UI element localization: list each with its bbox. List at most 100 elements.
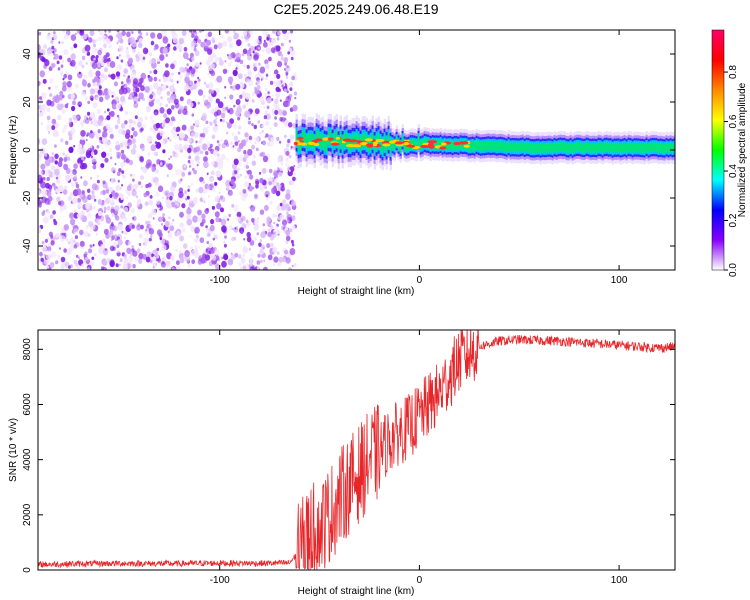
noise-speckle	[217, 101, 224, 109]
noise-speckle	[126, 31, 131, 38]
noise-speckle	[106, 62, 111, 68]
noise-speckle	[120, 123, 126, 129]
noise-speckle	[208, 82, 214, 89]
noise-speckle	[119, 258, 123, 263]
noise-speckle	[174, 144, 180, 151]
noise-speckle	[277, 167, 280, 170]
noise-speckle	[267, 106, 270, 109]
signal-band-cell	[471, 141, 474, 151]
snr-y-label: SNR (10 * v/v)	[8, 418, 19, 482]
noise-speckle	[191, 132, 195, 137]
noise-speckle	[216, 156, 222, 164]
noise-speckle	[168, 157, 171, 161]
noise-speckle	[220, 139, 223, 143]
noise-speckle	[66, 80, 72, 88]
noise-speckle	[201, 213, 206, 219]
noise-speckle	[143, 237, 149, 244]
noise-speckle	[164, 70, 170, 78]
noise-speckle	[183, 52, 189, 60]
signal-band-cell	[469, 141, 472, 151]
noise-speckle	[93, 253, 97, 257]
noise-speckle	[273, 221, 276, 225]
noise-speckle	[38, 169, 43, 176]
noise-speckle	[159, 161, 163, 166]
noise-speckle	[196, 160, 200, 165]
noise-speckle	[273, 122, 278, 128]
signal-band-cell	[599, 142, 602, 152]
noise-speckle	[132, 178, 135, 182]
noise-speckle	[111, 167, 116, 173]
noise-speckle	[180, 178, 183, 182]
noise-speckle	[229, 191, 233, 196]
signal-band-cell	[637, 142, 640, 153]
signal-hotspot	[463, 144, 470, 148]
noise-speckle	[293, 164, 296, 168]
noise-speckle	[91, 62, 98, 69]
noise-speckle	[161, 84, 167, 91]
noise-speckle	[100, 190, 103, 194]
noise-speckle	[189, 81, 193, 86]
noise-speckle	[82, 196, 88, 203]
noise-speckle	[162, 47, 168, 55]
noise-speckle	[171, 181, 177, 188]
noise-speckle	[118, 168, 122, 173]
noise-speckle	[260, 231, 266, 239]
noise-speckle	[122, 139, 126, 144]
signal-band-cell	[537, 143, 540, 153]
noise-speckle	[279, 172, 283, 177]
noise-speckle	[101, 151, 107, 158]
signal-band-cell	[527, 142, 530, 152]
noise-speckle	[256, 79, 261, 85]
noise-speckle	[191, 75, 194, 79]
noise-speckle	[155, 141, 158, 145]
noise-speckle	[70, 53, 76, 60]
noise-speckle	[280, 185, 286, 192]
noise-speckle	[293, 172, 296, 176]
noise-speckle	[151, 208, 157, 216]
noise-speckle	[275, 225, 278, 230]
noise-speckle	[73, 176, 76, 180]
noise-speckle	[116, 249, 120, 254]
noise-speckle	[256, 84, 261, 90]
noise-speckle	[168, 120, 174, 127]
noise-speckle	[132, 120, 137, 125]
noise-speckle	[88, 70, 94, 78]
signal-band-cell	[547, 142, 550, 153]
colorbar-bar	[711, 29, 725, 271]
noise-speckle	[175, 168, 181, 176]
noise-speckle	[183, 85, 189, 92]
noise-speckle	[59, 235, 65, 242]
noise-speckle	[70, 46, 74, 51]
noise-speckle	[40, 163, 46, 170]
noise-speckle	[178, 71, 181, 75]
x-tick-label: 0	[417, 575, 423, 586]
signal-band-cell	[393, 140, 396, 151]
noise-speckle	[286, 214, 292, 221]
noise-speckle	[79, 30, 85, 36]
noise-speckle	[210, 63, 215, 69]
noise-speckle	[87, 111, 91, 116]
noise-speckle	[191, 113, 195, 117]
noise-speckle	[75, 183, 80, 189]
noise-speckle	[135, 56, 140, 62]
noise-speckle	[210, 177, 214, 182]
noise-speckle	[131, 138, 136, 145]
noise-speckle	[123, 159, 126, 163]
noise-speckle	[265, 73, 269, 77]
noise-speckle	[234, 59, 237, 62]
noise-speckle	[116, 56, 119, 60]
noise-speckle	[245, 102, 248, 106]
noise-speckle	[166, 108, 172, 115]
signal-band-cell	[589, 143, 592, 153]
signal-hotspot	[462, 141, 469, 145]
noise-speckle	[149, 195, 153, 199]
noise-speckle	[76, 115, 80, 119]
noise-speckle	[276, 229, 281, 235]
noise-speckle	[96, 174, 99, 178]
noise-speckle	[95, 232, 98, 236]
noise-speckle	[129, 255, 132, 258]
noise-speckle	[221, 260, 227, 268]
noise-speckle	[100, 61, 105, 67]
noise-speckle	[144, 201, 149, 207]
noise-speckle	[73, 43, 78, 49]
